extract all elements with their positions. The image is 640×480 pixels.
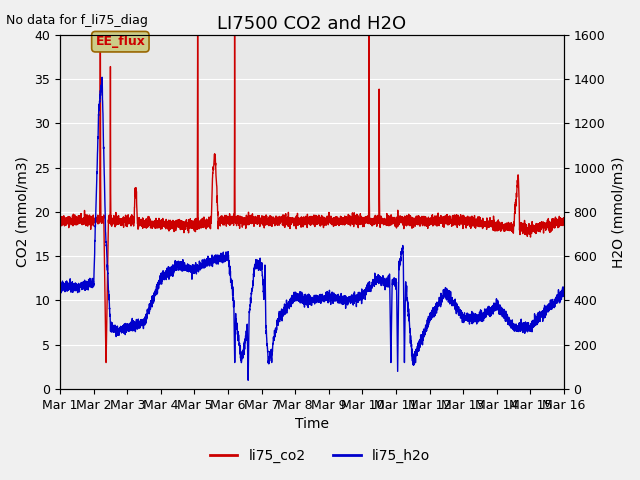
- Line: li75_co2: li75_co2: [60, 35, 564, 362]
- li75_h2o: [293, 294, 301, 300]
- li75_h2o: [425, 318, 433, 324]
- li75_h2o: [244, 377, 252, 383]
- Line: li75_h2o: li75_h2o: [60, 77, 564, 380]
- li75_co2: [425, 219, 433, 225]
- li75_h2o: [397, 257, 404, 263]
- Text: No data for f_li75_diag: No data for f_li75_diag: [6, 14, 148, 27]
- li75_co2: [559, 215, 567, 221]
- Legend: li75_co2, li75_h2o: li75_co2, li75_h2o: [204, 443, 436, 468]
- li75_co2: [102, 360, 110, 365]
- li75_h2o: [147, 301, 155, 307]
- Title: LI7500 CO2 and H2O: LI7500 CO2 and H2O: [218, 15, 406, 33]
- li75_co2: [97, 32, 104, 37]
- li75_co2: [560, 219, 568, 225]
- li75_co2: [397, 216, 404, 222]
- li75_h2o: [453, 305, 461, 311]
- li75_co2: [293, 220, 301, 226]
- li75_h2o: [56, 280, 64, 286]
- li75_co2: [453, 225, 461, 230]
- li75_h2o: [559, 292, 567, 298]
- li75_h2o: [99, 74, 106, 80]
- li75_co2: [56, 216, 64, 222]
- li75_h2o: [560, 292, 568, 298]
- Y-axis label: H2O (mmol/m3): H2O (mmol/m3): [611, 156, 625, 267]
- li75_co2: [147, 221, 155, 227]
- Text: EE_flux: EE_flux: [95, 35, 145, 48]
- X-axis label: Time: Time: [295, 418, 329, 432]
- Y-axis label: CO2 (mmol/m3): CO2 (mmol/m3): [15, 156, 29, 267]
